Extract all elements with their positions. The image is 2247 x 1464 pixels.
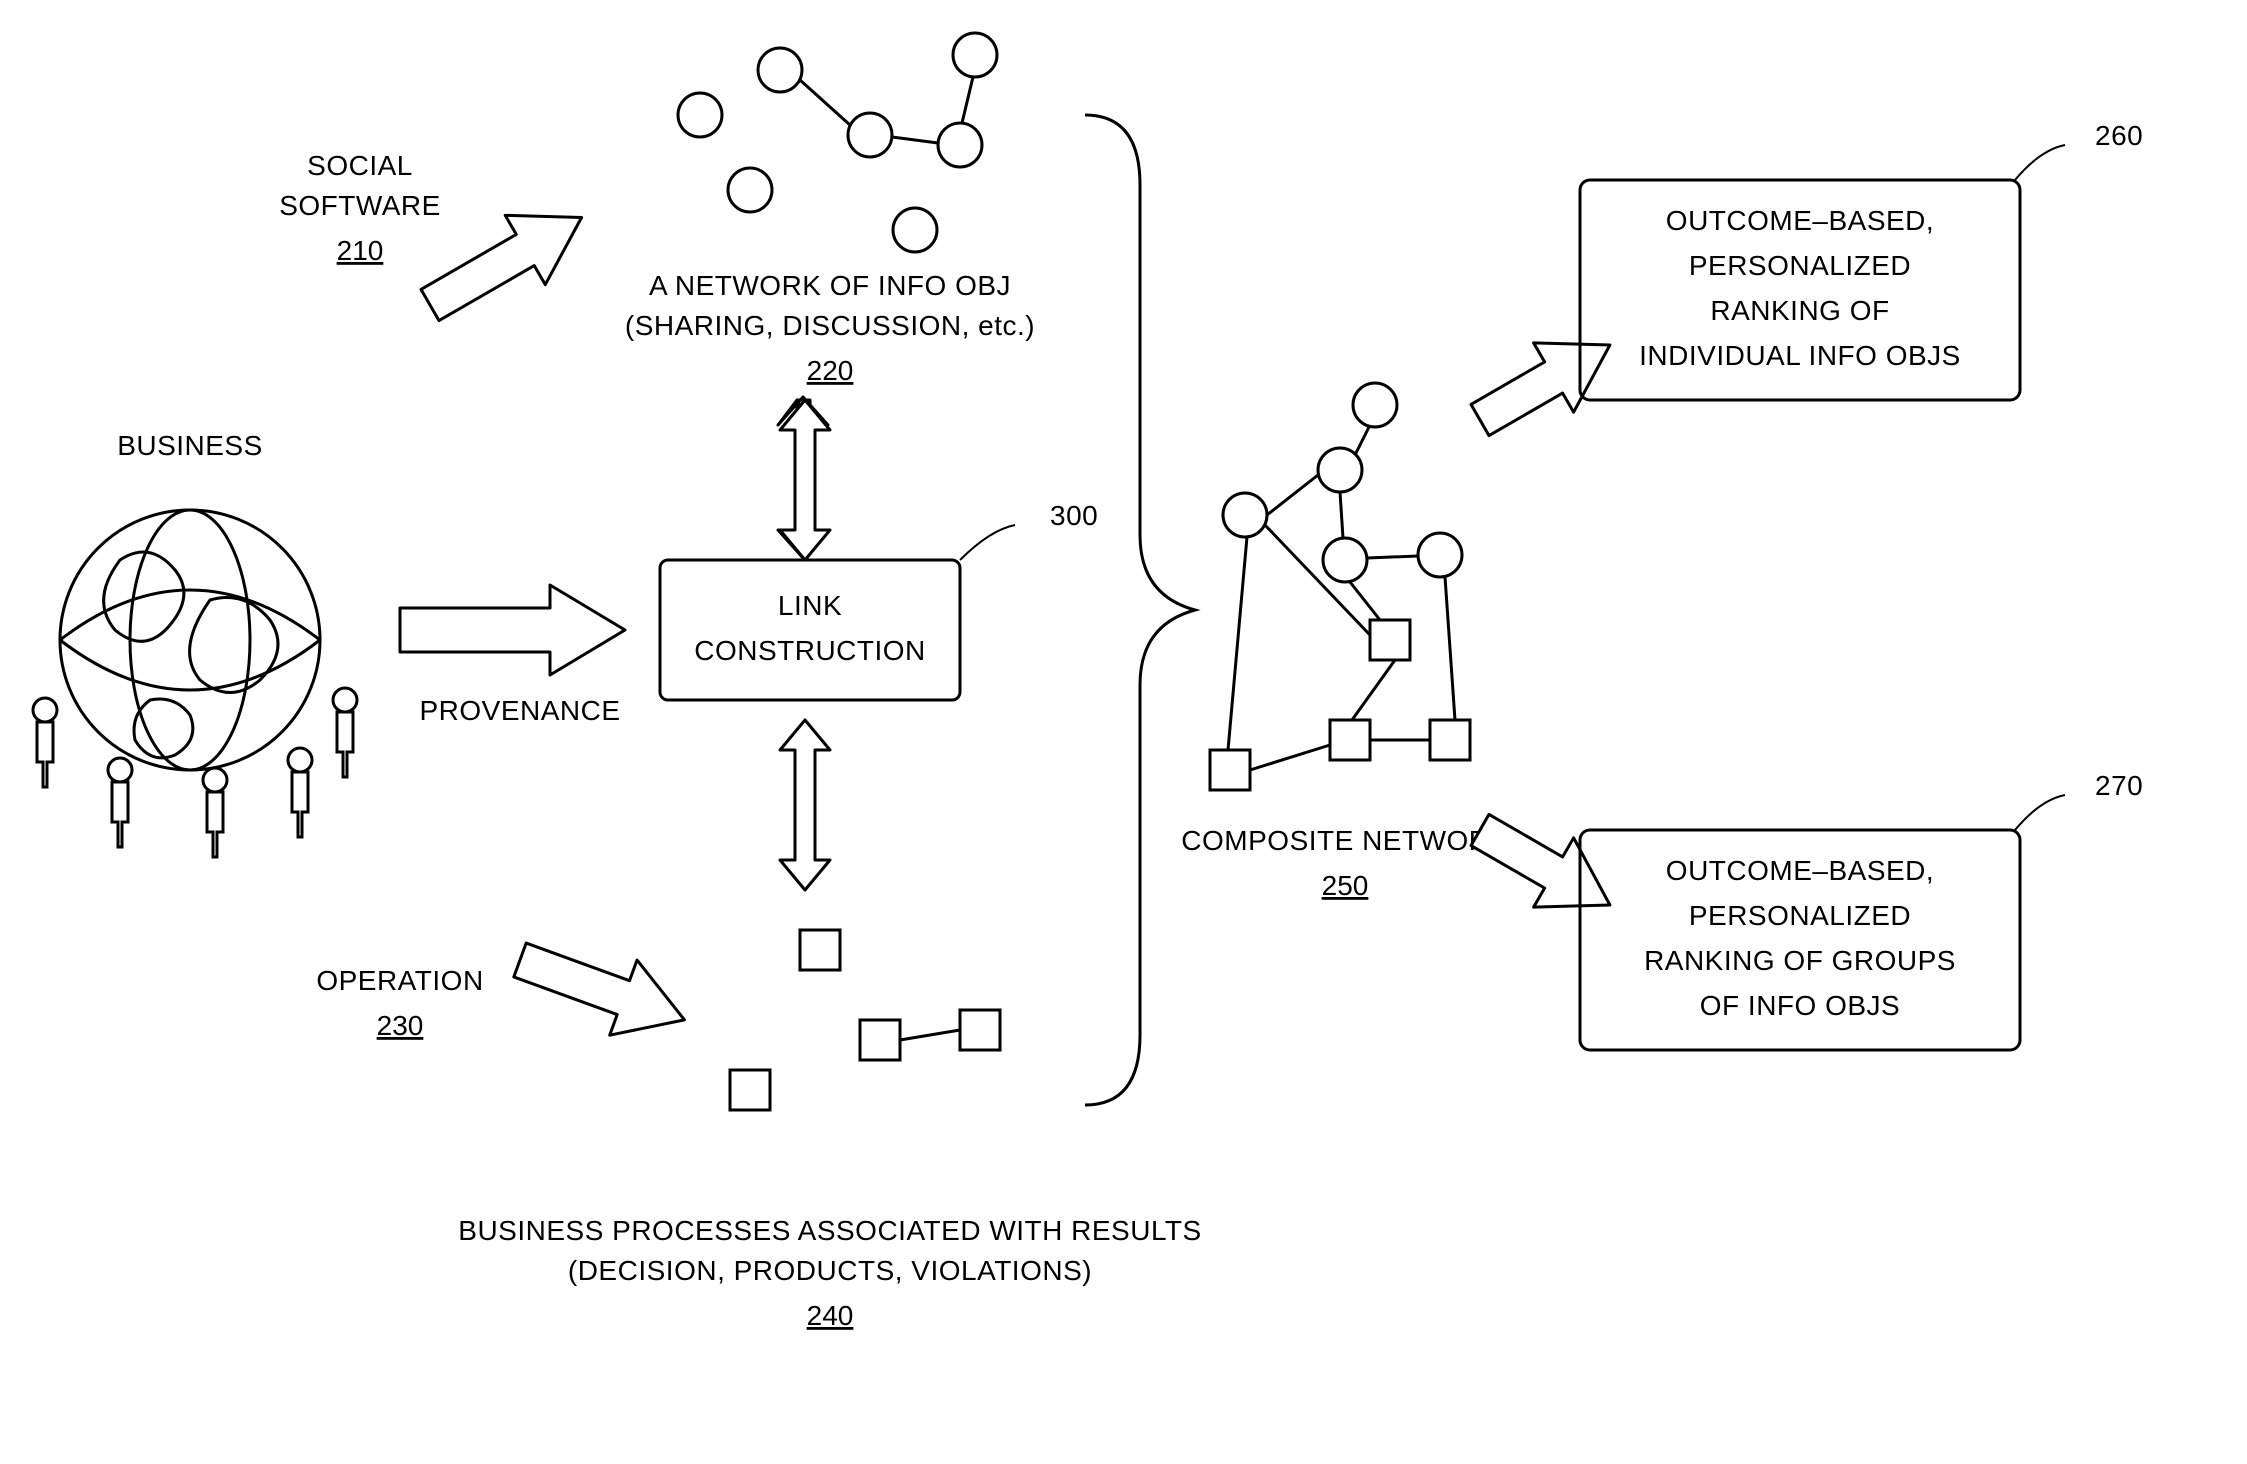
arrow-to-outcome-group <box>1460 795 1630 939</box>
process-squares-icon <box>730 930 1000 1110</box>
outcome-indiv-ref: 260 <box>2095 120 2143 151</box>
outcome-group-l2: PERSONALIZED <box>1689 900 1911 931</box>
provenance-label: PROVENANCE <box>419 695 620 726</box>
link-construction-line2: CONSTRUCTION <box>694 635 926 666</box>
composite-ref: 250 <box>1322 870 1369 901</box>
info-network-line1: A NETWORK OF INFO OBJ <box>649 270 1011 301</box>
diagram-canvas: BUSINESS <box>0 0 2247 1464</box>
outcome-group-block: OUTCOME–BASED, PERSONALIZED RANKING OF G… <box>1580 770 2143 1050</box>
outcome-indiv-l4: INDIVIDUAL INFO OBJS <box>1639 340 1961 371</box>
outcome-group-l1: OUTCOME–BASED, <box>1666 855 1934 886</box>
link-construction-line1: LINK <box>778 590 842 621</box>
info-network-line2: (SHARING, DISCUSSION, etc.) <box>625 310 1035 341</box>
business-label: BUSINESS <box>117 430 263 461</box>
processes-ref: 240 <box>807 1300 854 1331</box>
processes-line2: (DECISION, PRODUCTS, VIOLATIONS) <box>568 1255 1092 1286</box>
outcome-indiv-l3: RANKING OF <box>1710 295 1889 326</box>
info-network-label: A NETWORK OF INFO OBJ (SHARING, DISCUSSI… <box>625 270 1035 386</box>
social-software-ref: 210 <box>337 235 384 266</box>
info-network-ref: 220 <box>807 355 854 386</box>
outcome-indiv-block: OUTCOME–BASED, PERSONALIZED RANKING OF I… <box>1580 120 2143 400</box>
operation-label: OPERATION 230 <box>316 965 483 1041</box>
composite-network-icon <box>1210 383 1470 790</box>
operation-ref: 230 <box>377 1010 424 1041</box>
outcome-group-l4: OF INFO OBJS <box>1700 990 1900 1021</box>
processes-label: BUSINESS PROCESSES ASSOCIATED WITH RESUL… <box>458 1215 1201 1331</box>
brace-icon <box>1085 115 1195 1105</box>
info-network-icon <box>678 33 997 252</box>
operation-text: OPERATION <box>316 965 483 996</box>
outcome-group-l3: RANKING OF GROUPS <box>1644 945 1956 976</box>
double-arrow-top <box>780 400 830 560</box>
social-software-label: SOCIAL SOFTWARE 210 <box>279 150 441 266</box>
globe-icon <box>60 510 320 770</box>
arrow-to-operation <box>506 922 698 1057</box>
social-software-line2: SOFTWARE <box>279 190 441 221</box>
business-block: BUSINESS <box>33 430 357 857</box>
link-construction-ref: 300 <box>1050 500 1098 531</box>
outcome-indiv-l2: PERSONALIZED <box>1689 250 1911 281</box>
arrow-provenance <box>400 585 625 675</box>
outcome-group-ref: 270 <box>2095 770 2143 801</box>
processes-line1: BUSINESS PROCESSES ASSOCIATED WITH RESUL… <box>458 1215 1201 1246</box>
social-software-line1: SOCIAL <box>307 150 413 181</box>
composite-label: COMPOSITE NETWORK <box>1181 825 1508 856</box>
arrow-to-outcome-indiv <box>1460 310 1630 454</box>
composite-network-label: COMPOSITE NETWORK 250 <box>1181 825 1508 901</box>
outcome-indiv-l1: OUTCOME–BASED, <box>1666 205 1934 236</box>
link-construction-block: LINK CONSTRUCTION 300 <box>660 500 1098 700</box>
double-arrow-bottom <box>780 720 830 890</box>
